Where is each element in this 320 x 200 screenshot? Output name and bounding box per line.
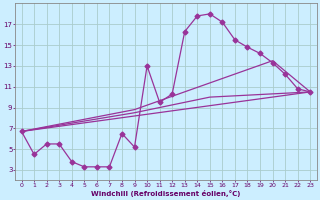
X-axis label: Windchill (Refroidissement éolien,°C): Windchill (Refroidissement éolien,°C)	[91, 190, 241, 197]
